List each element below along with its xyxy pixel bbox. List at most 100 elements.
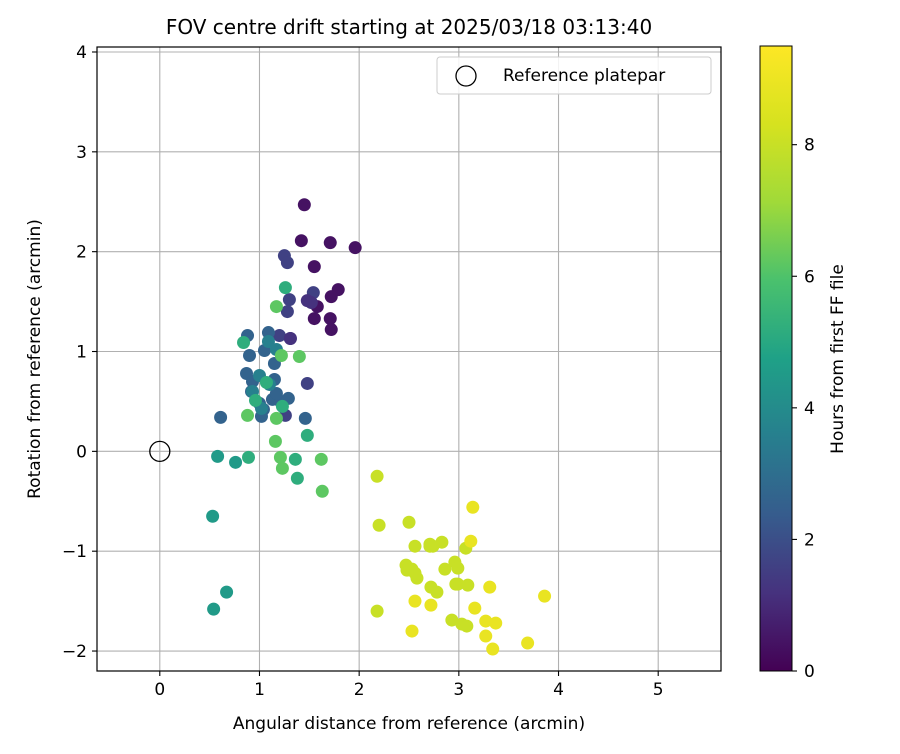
scatter-point bbox=[211, 449, 225, 463]
scatter-point bbox=[300, 376, 314, 390]
scatter-point bbox=[402, 515, 416, 529]
x-tick-label: 1 bbox=[254, 680, 265, 700]
scatter-point bbox=[435, 535, 449, 549]
scatter-point bbox=[438, 562, 452, 576]
scatter-point bbox=[314, 452, 328, 466]
scatter-point bbox=[408, 539, 422, 553]
scatter-point bbox=[278, 281, 292, 295]
x-axis-label: Angular distance from reference (arcmin) bbox=[233, 714, 585, 734]
scatter-point bbox=[275, 399, 289, 413]
scatter-point bbox=[479, 629, 493, 643]
scatter-point bbox=[248, 393, 262, 407]
colorbar: 0 2 4 6 8 Hours from first FF file bbox=[759, 45, 848, 682]
scatter-point bbox=[237, 336, 251, 350]
colorbar-gradient bbox=[759, 45, 793, 672]
scatter-point bbox=[280, 305, 294, 319]
scatter-point bbox=[283, 332, 297, 346]
y-tick-label: 2 bbox=[76, 243, 87, 263]
colorbar-tick-label: 8 bbox=[804, 136, 815, 156]
legend-marker-icon bbox=[455, 65, 477, 87]
scatter-point bbox=[261, 335, 275, 349]
y-tick-label: −1 bbox=[62, 542, 87, 562]
scatter-point bbox=[273, 450, 287, 464]
scatter-point bbox=[220, 585, 234, 599]
scatter-point bbox=[292, 350, 306, 364]
scatter-point bbox=[259, 375, 273, 389]
scatter-point bbox=[483, 580, 497, 594]
scatter-point bbox=[307, 260, 321, 274]
scatter-point bbox=[290, 471, 304, 485]
scatter-point bbox=[241, 408, 255, 422]
scatter-point bbox=[315, 484, 329, 498]
scatter-points bbox=[149, 198, 552, 656]
scatter-point bbox=[229, 455, 243, 469]
scatter-point bbox=[268, 434, 282, 448]
scatter-point bbox=[304, 296, 318, 310]
scatter-point bbox=[275, 461, 289, 475]
x-tick-label: 3 bbox=[453, 680, 464, 700]
scatter-point bbox=[288, 452, 302, 466]
x-tick-label: 4 bbox=[553, 680, 564, 700]
scatter-point bbox=[280, 256, 294, 270]
x-tick-label: 2 bbox=[354, 680, 365, 700]
colorbar-tick-label: 2 bbox=[804, 530, 815, 550]
scatter-point bbox=[348, 241, 362, 255]
axis-ticks: 0 1 2 3 4 5 −2 −1 0 1 2 3 4 bbox=[62, 43, 664, 700]
scatter-point bbox=[464, 534, 478, 548]
y-tick-label: 3 bbox=[76, 143, 87, 163]
scatter-point bbox=[468, 601, 482, 615]
grid-lines bbox=[97, 47, 721, 671]
reference-point-marker bbox=[149, 440, 171, 463]
scatter-point bbox=[489, 616, 503, 630]
scatter-point bbox=[300, 428, 314, 442]
scatter-point bbox=[451, 561, 465, 575]
scatter-point bbox=[269, 411, 283, 425]
x-tick-label: 0 bbox=[154, 680, 165, 700]
scatter-point bbox=[282, 293, 296, 307]
x-tick-label: 5 bbox=[653, 680, 664, 700]
scatter-point bbox=[274, 349, 288, 363]
scatter-point bbox=[521, 636, 535, 650]
scatter-point bbox=[430, 585, 444, 599]
legend: Reference platepar bbox=[436, 56, 712, 95]
scatter-point bbox=[206, 509, 220, 523]
scatter-point bbox=[370, 469, 384, 483]
scatter-point bbox=[323, 312, 337, 326]
colorbar-tick-label: 0 bbox=[804, 662, 815, 682]
y-tick-label: −2 bbox=[62, 642, 87, 662]
scatter-point bbox=[451, 577, 465, 591]
scatter-point bbox=[479, 614, 493, 628]
colorbar-label: Hours from first FF file bbox=[828, 264, 848, 454]
scatter-point bbox=[424, 598, 438, 612]
scatter-point bbox=[370, 604, 384, 618]
scatter-point bbox=[445, 613, 459, 627]
plot-frame bbox=[96, 46, 722, 672]
scatter-point bbox=[269, 386, 283, 400]
scatter-point bbox=[466, 500, 480, 514]
scatter-point bbox=[207, 602, 221, 616]
scatter-point bbox=[269, 300, 283, 314]
colorbar-tick-label: 4 bbox=[804, 399, 815, 419]
scatter-point bbox=[408, 594, 422, 608]
scatter-point bbox=[261, 326, 275, 340]
scatter-point bbox=[486, 642, 500, 656]
chart-title: FOV centre drift starting at 2025/03/18 … bbox=[166, 15, 652, 39]
y-tick-label: 1 bbox=[76, 343, 87, 363]
scatter-point bbox=[538, 589, 552, 603]
scatter-point bbox=[294, 234, 308, 248]
scatter-point bbox=[324, 290, 338, 304]
scatter-point bbox=[372, 518, 386, 532]
scatter-point bbox=[298, 411, 312, 425]
scatter-point bbox=[272, 329, 286, 343]
scatter-point bbox=[405, 624, 419, 638]
scatter-point bbox=[214, 410, 228, 424]
scatter-point bbox=[461, 578, 475, 592]
colorbar-tick-label: 6 bbox=[804, 267, 815, 287]
colorbar-ticks: 0 2 4 6 8 bbox=[792, 136, 815, 682]
scatter-point bbox=[324, 323, 338, 337]
legend-box bbox=[436, 56, 712, 95]
scatter-point bbox=[297, 198, 311, 212]
scatter-point bbox=[307, 312, 321, 326]
y-tick-label: 4 bbox=[76, 43, 87, 63]
scatter-point bbox=[323, 236, 337, 250]
